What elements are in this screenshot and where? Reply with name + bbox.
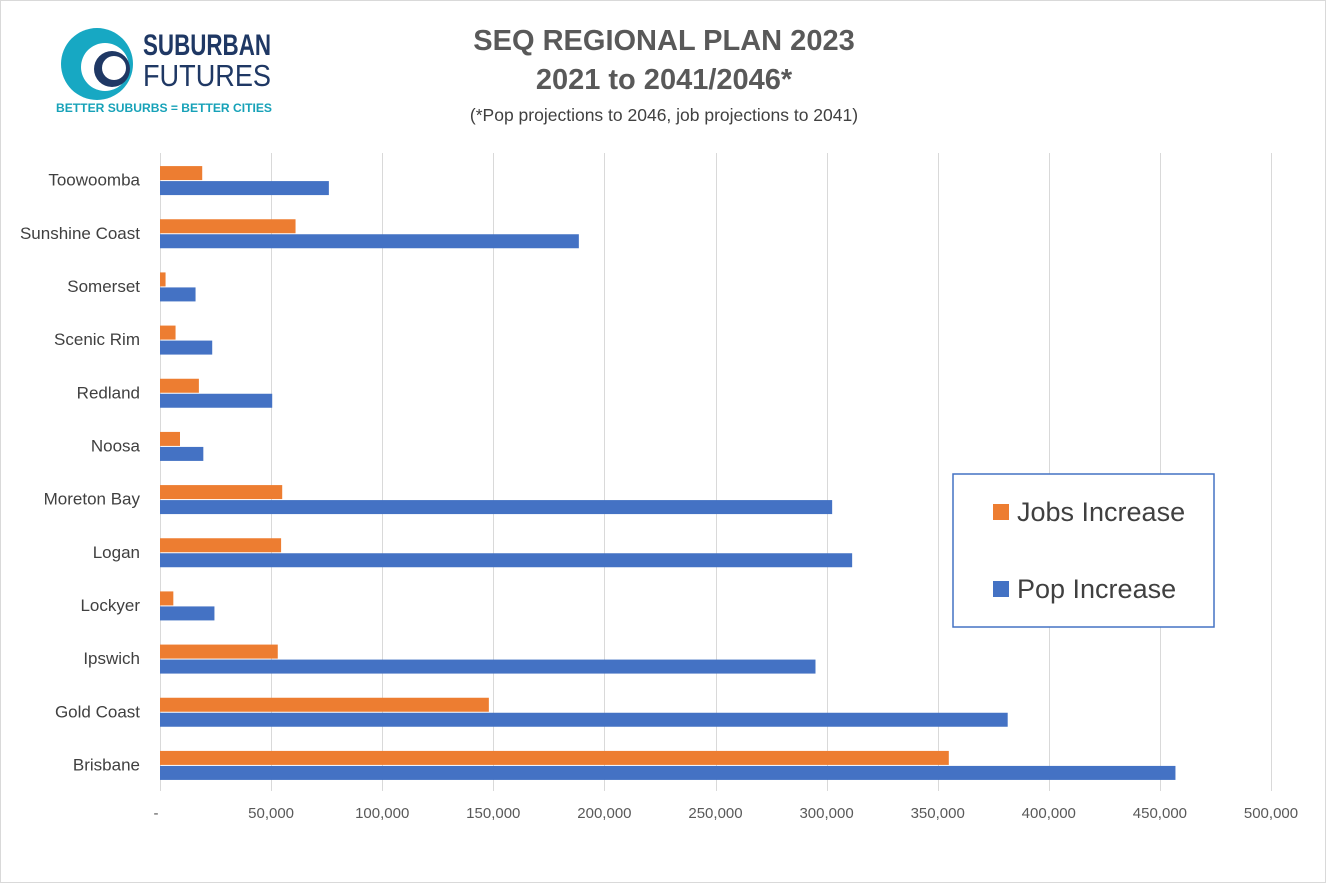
chart-title-line2: 2021 to 2041/2046* — [536, 64, 793, 96]
bar-jobs-increase — [160, 219, 296, 234]
bar-pop-increase — [160, 181, 329, 196]
chart-subtitle: (*Pop projections to 2046, job projectio… — [470, 105, 858, 125]
bar-pop-increase — [160, 553, 853, 568]
gridlines — [160, 153, 1272, 791]
bar-pop-increase — [160, 446, 204, 461]
category-label: Brisbane — [73, 755, 140, 774]
logo: SUBURBAN FUTURES BETTER SUBURBS = BETTER… — [56, 28, 272, 115]
x-tick-label: 100,000 — [355, 805, 409, 822]
bar-jobs-increase — [160, 485, 283, 500]
x-tick-label: 450,000 — [1133, 805, 1187, 822]
category-label: Logan — [93, 543, 140, 562]
bar-jobs-increase — [160, 591, 174, 606]
logo-line2: FUTURES — [143, 58, 271, 93]
category-label: Moreton Bay — [44, 490, 141, 509]
legend-label-jobs: Jobs Increase — [1017, 497, 1185, 527]
bar-jobs-increase — [160, 644, 278, 659]
category-label: Lockyer — [80, 596, 140, 615]
bar-jobs-increase — [160, 166, 203, 181]
chart-title: SEQ REGIONAL PLAN 2023 — [473, 25, 854, 57]
bar-pop-increase — [160, 234, 579, 249]
logo-line1: SUBURBAN — [143, 29, 271, 62]
bar-jobs-increase — [160, 538, 282, 553]
legend: Jobs Increase Pop Increase — [952, 473, 1215, 628]
x-tick-label: 250,000 — [688, 805, 742, 822]
bar-pop-increase — [160, 659, 816, 674]
bar-jobs-increase — [160, 750, 949, 765]
x-tick-label: 400,000 — [1022, 805, 1076, 822]
legend-swatch-pop — [993, 581, 1009, 597]
bar-pop-increase — [160, 500, 833, 515]
x-tick-label: 200,000 — [577, 805, 631, 822]
bar-pop-increase — [160, 393, 273, 408]
bar-pop-increase — [160, 712, 1008, 727]
legend-box — [952, 473, 1215, 628]
category-label: Somerset — [67, 277, 140, 296]
logo-tagline: BETTER SUBURBS = BETTER CITIES — [56, 103, 272, 115]
x-tick-label: 50,000 — [248, 805, 294, 822]
category-label: Ipswich — [83, 649, 140, 668]
category-label: Toowoomba — [48, 171, 140, 190]
logo-swirl-inner — [102, 56, 126, 80]
x-tick-label: 150,000 — [466, 805, 520, 822]
x-tick-label: - — [154, 805, 159, 822]
bar-jobs-increase — [160, 325, 176, 340]
x-tick-label: 500,000 — [1244, 805, 1298, 822]
bar-pop-increase — [160, 340, 213, 355]
bar-jobs-increase — [160, 272, 166, 287]
category-label: Scenic Rim — [54, 330, 140, 349]
bar-pop-increase — [160, 765, 1176, 780]
category-label: Gold Coast — [55, 702, 140, 721]
x-tick-label: 300,000 — [799, 805, 853, 822]
category-label: Redland — [77, 383, 140, 402]
bar-jobs-increase — [160, 431, 180, 446]
bar-pop-increase — [160, 606, 215, 621]
x-tick-label: 350,000 — [911, 805, 965, 822]
bars — [160, 166, 1176, 780]
bar-jobs-increase — [160, 378, 199, 393]
legend-label-pop: Pop Increase — [1017, 574, 1176, 604]
bar-jobs-increase — [160, 697, 489, 712]
category-label: Sunshine Coast — [20, 224, 140, 243]
legend-swatch-jobs — [993, 504, 1009, 520]
category-labels: Toowoomba Sunshine Coast Somerset Scenic Ri… — [20, 171, 141, 775]
x-axis-ticks: - 50,000 100,000 150,000 200,000 250,000 300,0… — [154, 805, 1299, 822]
bar-pop-increase — [160, 287, 196, 302]
category-label: Noosa — [91, 436, 141, 455]
